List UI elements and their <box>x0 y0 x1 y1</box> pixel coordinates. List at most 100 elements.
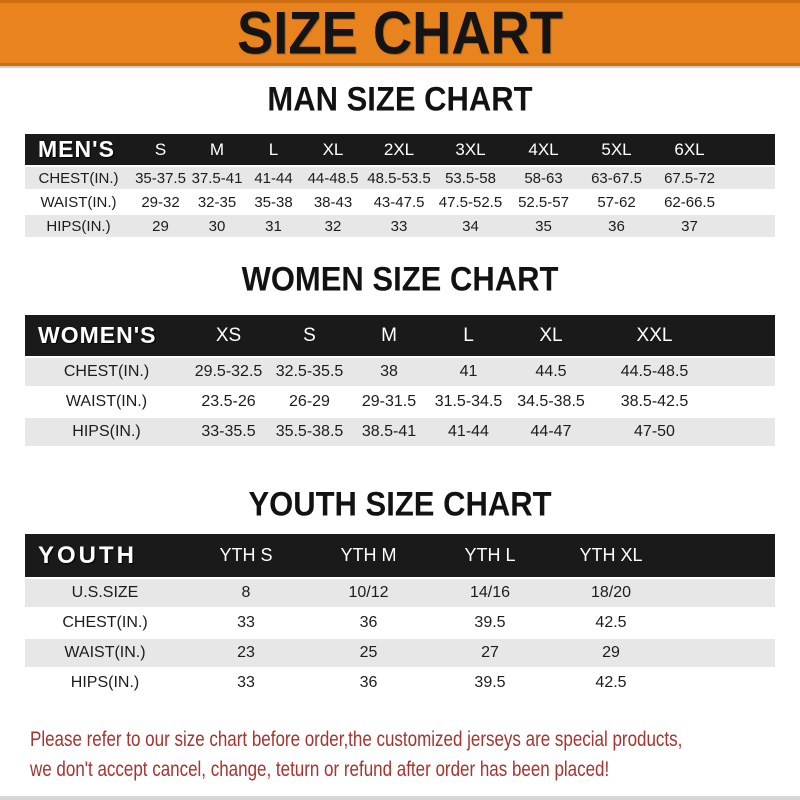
column-header: XS <box>188 315 269 356</box>
column-header: XL <box>509 315 593 356</box>
size-value: 33 <box>364 215 434 237</box>
size-value: 52.5-57 <box>507 191 580 213</box>
size-value: 41-44 <box>245 167 302 189</box>
size-value: 23 <box>185 639 307 667</box>
spacer-cell <box>716 418 775 446</box>
size-value: 42.5 <box>550 609 672 637</box>
women-header-row: WOMEN'S XS S M L XL XXL <box>25 315 775 356</box>
column-header: XXL <box>593 315 716 356</box>
column-header: 5XL <box>580 134 653 165</box>
size-value: 23.5-26 <box>188 388 269 416</box>
footer-note-line1: Please refer to our size chart before or… <box>30 727 683 751</box>
section-title-women: WOMEN SIZE CHART <box>0 258 800 299</box>
spacer-cell <box>726 191 775 213</box>
size-value: 38 <box>350 358 428 386</box>
bottom-edge-divider <box>0 796 800 800</box>
size-value: 29 <box>550 639 672 667</box>
column-header: M <box>189 134 245 165</box>
table-row: CHEST(IN.) 35-37.5 37.5-41 41-44 44-48.5… <box>25 167 775 189</box>
size-value: 63-67.5 <box>580 167 653 189</box>
size-value: 27 <box>430 639 550 667</box>
size-value: 38-43 <box>302 191 364 213</box>
table-corner-label: YOUTH <box>25 534 185 577</box>
size-value: 47-50 <box>593 418 716 446</box>
size-value: 33 <box>185 609 307 637</box>
spacer-cell <box>726 215 775 237</box>
size-value: 25 <box>307 639 430 667</box>
column-header: YTH L <box>430 534 550 577</box>
size-value: 41-44 <box>428 418 509 446</box>
column-header: 3XL <box>434 134 507 165</box>
size-value: 32-35 <box>189 191 245 213</box>
row-label: CHEST(IN.) <box>25 358 188 386</box>
section-title-youth: YOUTH SIZE CHART <box>0 486 800 521</box>
size-value: 48.5-53.5 <box>364 167 434 189</box>
spacer-cell <box>726 167 775 189</box>
size-value: 35-37.5 <box>132 167 189 189</box>
spacer-cell <box>672 669 775 697</box>
size-value: 47.5-52.5 <box>434 191 507 213</box>
size-value: 44.5 <box>509 358 593 386</box>
column-header: S <box>269 315 350 356</box>
row-label: HIPS(IN.) <box>25 215 132 237</box>
section-title-man-text: MAN SIZE CHART <box>267 78 533 119</box>
section-title-man: MAN SIZE CHART <box>0 78 800 119</box>
table-row: CHEST(IN.) 33 36 39.5 42.5 <box>25 609 775 637</box>
size-value: 36 <box>580 215 653 237</box>
page-title: SIZE CHART <box>237 0 563 67</box>
women-size-table: WOMEN'S XS S M L XL XXL CHEST(IN.) 29.5-… <box>25 313 775 448</box>
table-row: HIPS(IN.) 33-35.5 35.5-38.5 38.5-41 41-4… <box>25 418 775 446</box>
table-corner-label: WOMEN'S <box>25 315 188 356</box>
section-title-women-text: WOMEN SIZE CHART <box>241 258 559 299</box>
row-label: CHEST(IN.) <box>25 609 185 637</box>
column-header: L <box>428 315 509 356</box>
spacer-cell <box>672 609 775 637</box>
column-header: XL <box>302 134 364 165</box>
size-value: 41 <box>428 358 509 386</box>
size-value: 35 <box>507 215 580 237</box>
youth-header-row: YOUTH YTH S YTH M YTH L YTH XL <box>25 534 775 577</box>
size-value: 38.5-41 <box>350 418 428 446</box>
size-value: 36 <box>307 609 430 637</box>
banner: SIZE CHART <box>0 0 800 66</box>
row-label: HIPS(IN.) <box>25 669 185 697</box>
column-header: M <box>350 315 428 356</box>
size-value: 30 <box>189 215 245 237</box>
size-value: 35.5-38.5 <box>269 418 350 446</box>
size-value: 35-38 <box>245 191 302 213</box>
spacer-cell <box>672 639 775 667</box>
table-row: WAIST(IN.) 29-32 32-35 35-38 38-43 43-47… <box>25 191 775 213</box>
spacer-cell <box>716 315 775 356</box>
table-row: WAIST(IN.) 23 25 27 29 <box>25 639 775 667</box>
footer-note-line2: we don't accept cancel, change, teturn o… <box>30 757 610 781</box>
size-value: 18/20 <box>550 579 672 607</box>
size-value: 53.5-58 <box>434 167 507 189</box>
table-row: HIPS(IN.) 29 30 31 32 33 34 35 36 37 <box>25 215 775 237</box>
column-header: L <box>245 134 302 165</box>
size-value: 29-31.5 <box>350 388 428 416</box>
row-label: WAIST(IN.) <box>25 388 188 416</box>
size-value: 44-48.5 <box>302 167 364 189</box>
spacer-cell <box>726 134 775 165</box>
column-header: S <box>132 134 189 165</box>
size-value: 42.5 <box>550 669 672 697</box>
size-value: 37 <box>653 215 726 237</box>
column-header: YTH M <box>307 534 430 577</box>
row-label: CHEST(IN.) <box>25 167 132 189</box>
table-row: U.S.SIZE 8 10/12 14/16 18/20 <box>25 579 775 607</box>
column-header: 2XL <box>364 134 434 165</box>
size-value: 14/16 <box>430 579 550 607</box>
table-row: CHEST(IN.) 29.5-32.5 32.5-35.5 38 41 44.… <box>25 358 775 386</box>
column-header: YTH XL <box>550 534 672 577</box>
size-value: 31.5-34.5 <box>428 388 509 416</box>
men-size-table: MEN'S S M L XL 2XL 3XL 4XL 5XL 6XL CHEST… <box>25 132 775 239</box>
size-value: 43-47.5 <box>364 191 434 213</box>
size-value: 34.5-38.5 <box>509 388 593 416</box>
size-value: 10/12 <box>307 579 430 607</box>
size-value: 38.5-42.5 <box>593 388 716 416</box>
table-corner-label: MEN'S <box>25 134 132 165</box>
spacer-cell <box>716 388 775 416</box>
size-value: 33 <box>185 669 307 697</box>
size-value: 62-66.5 <box>653 191 726 213</box>
table-row: HIPS(IN.) 33 36 39.5 42.5 <box>25 669 775 697</box>
